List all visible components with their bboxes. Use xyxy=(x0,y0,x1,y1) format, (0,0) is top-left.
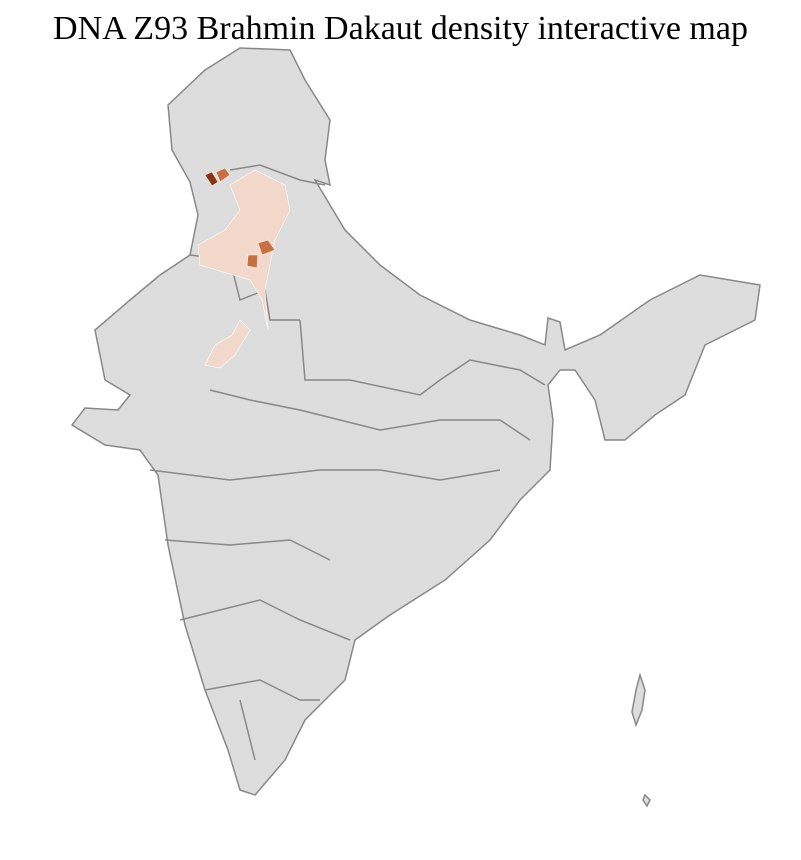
density-region-mid[interactable] xyxy=(257,239,276,256)
density-region-low[interactable] xyxy=(197,169,291,331)
nicobar-islands[interactable] xyxy=(642,793,651,808)
map-title: DNA Z93 Brahmin Dakaut density interacti… xyxy=(53,10,748,47)
country-land xyxy=(70,47,761,808)
density-region-mid[interactable] xyxy=(215,167,231,183)
density-region-low[interactable] xyxy=(204,319,251,369)
density-region-mid[interactable] xyxy=(246,254,259,269)
density-region-high[interactable] xyxy=(204,171,219,187)
density-regions xyxy=(197,167,291,369)
andaman-islands[interactable] xyxy=(631,672,646,728)
india-mainland[interactable] xyxy=(70,47,761,796)
state-borders xyxy=(149,164,546,761)
